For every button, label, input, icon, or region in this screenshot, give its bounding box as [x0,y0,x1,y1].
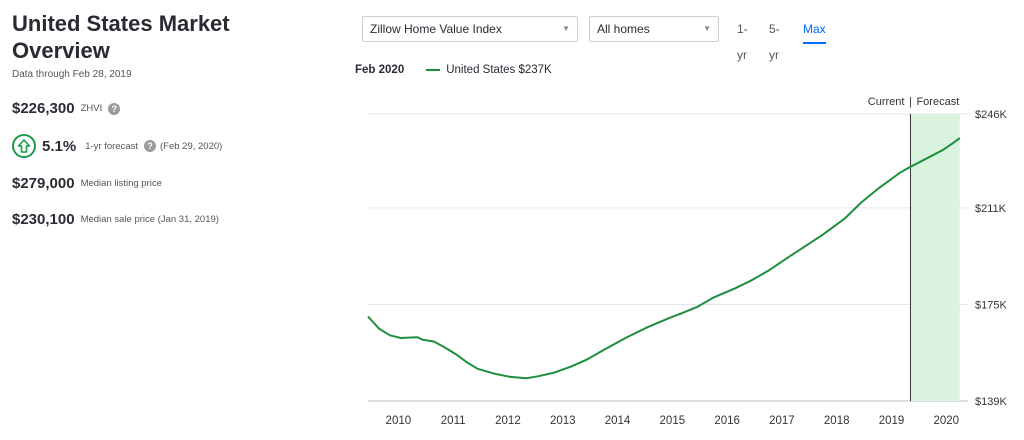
chart-legend: Feb 2020 United States $237K [355,64,552,76]
chevron-down-icon: ▼ [562,24,570,33]
zhvi-stat: $226,300 ZHVI ? [12,100,121,117]
series-line [367,137,961,380]
index-select-value: Zillow Home Value Index [370,22,502,36]
divider-bar: | [909,96,912,108]
zhvi-label: ZHVI [80,103,103,114]
x-tick-label: 2020 [934,415,960,427]
x-tick-label: 2016 [714,415,740,427]
zhvi-value: $226,300 [12,100,75,117]
median-listing-stat: $279,000 Median listing price [12,175,162,192]
y-tick-label: $175K [975,299,1007,311]
median-listing-label: Median listing price [80,178,162,189]
arrow-up-icon [12,134,36,158]
x-tick-label: 2019 [879,415,905,427]
median-sale-stat: $230,100 Median sale price (Jan 31, 2019… [12,211,219,228]
x-tick-label: 2018 [824,415,850,427]
y-tick-label: $139K [975,396,1007,408]
median-sale-value: $230,100 [12,211,75,228]
help-icon[interactable]: ? [108,102,121,115]
forecast-label: Forecast [916,96,959,108]
x-tick-label: 2013 [550,415,576,427]
index-select[interactable]: Zillow Home Value Index ▼ [362,16,578,42]
y-tick-label: $246K [975,109,1007,121]
data-through-text: Data through Feb 28, 2019 [12,69,132,80]
current-label: Current [868,96,905,108]
forecast-label: 1-yr forecast [85,140,138,152]
forecast-stat: 5.1% 1-yr forecast ? (Feb 29, 2020) [12,134,222,158]
x-tick-label: 2015 [660,415,686,427]
legend-swatch [426,69,441,71]
x-tick-label: 2014 [605,415,631,427]
x-tick-label: 2017 [769,415,795,427]
x-tick-label: 2010 [386,415,412,427]
page-title: United States Market Overview [12,10,332,64]
homes-select[interactable]: All homes ▼ [589,16,719,42]
x-tick-label: 2012 [495,415,521,427]
overview-panel: United States Market Overview Data throu… [12,10,332,80]
range-1yr-button[interactable]: 1-yr [737,22,748,62]
homes-select-value: All homes [597,22,650,36]
median-sale-label: Median sale price (Jan 31, 2019) [80,214,219,225]
x-tick-label: 2011 [441,415,466,427]
help-icon[interactable]: ? [144,140,156,152]
range-5yr-button[interactable]: 5-yr [769,22,780,62]
forecast-band [910,114,960,401]
forecast-percent: 5.1% [42,137,77,155]
chevron-down-icon: ▼ [703,24,711,33]
median-listing-value: $279,000 [12,175,75,192]
page-title-line2: Overview [12,38,110,63]
y-tick-label: $211K [975,203,1007,215]
page-title-line1: United States Market [12,11,230,36]
legend-date: Feb 2020 [355,64,405,76]
forecast-date: (Feb 29, 2020) [160,140,223,152]
legend-series-label: United States $237K [446,64,552,76]
range-max-button[interactable]: Max [803,16,826,44]
